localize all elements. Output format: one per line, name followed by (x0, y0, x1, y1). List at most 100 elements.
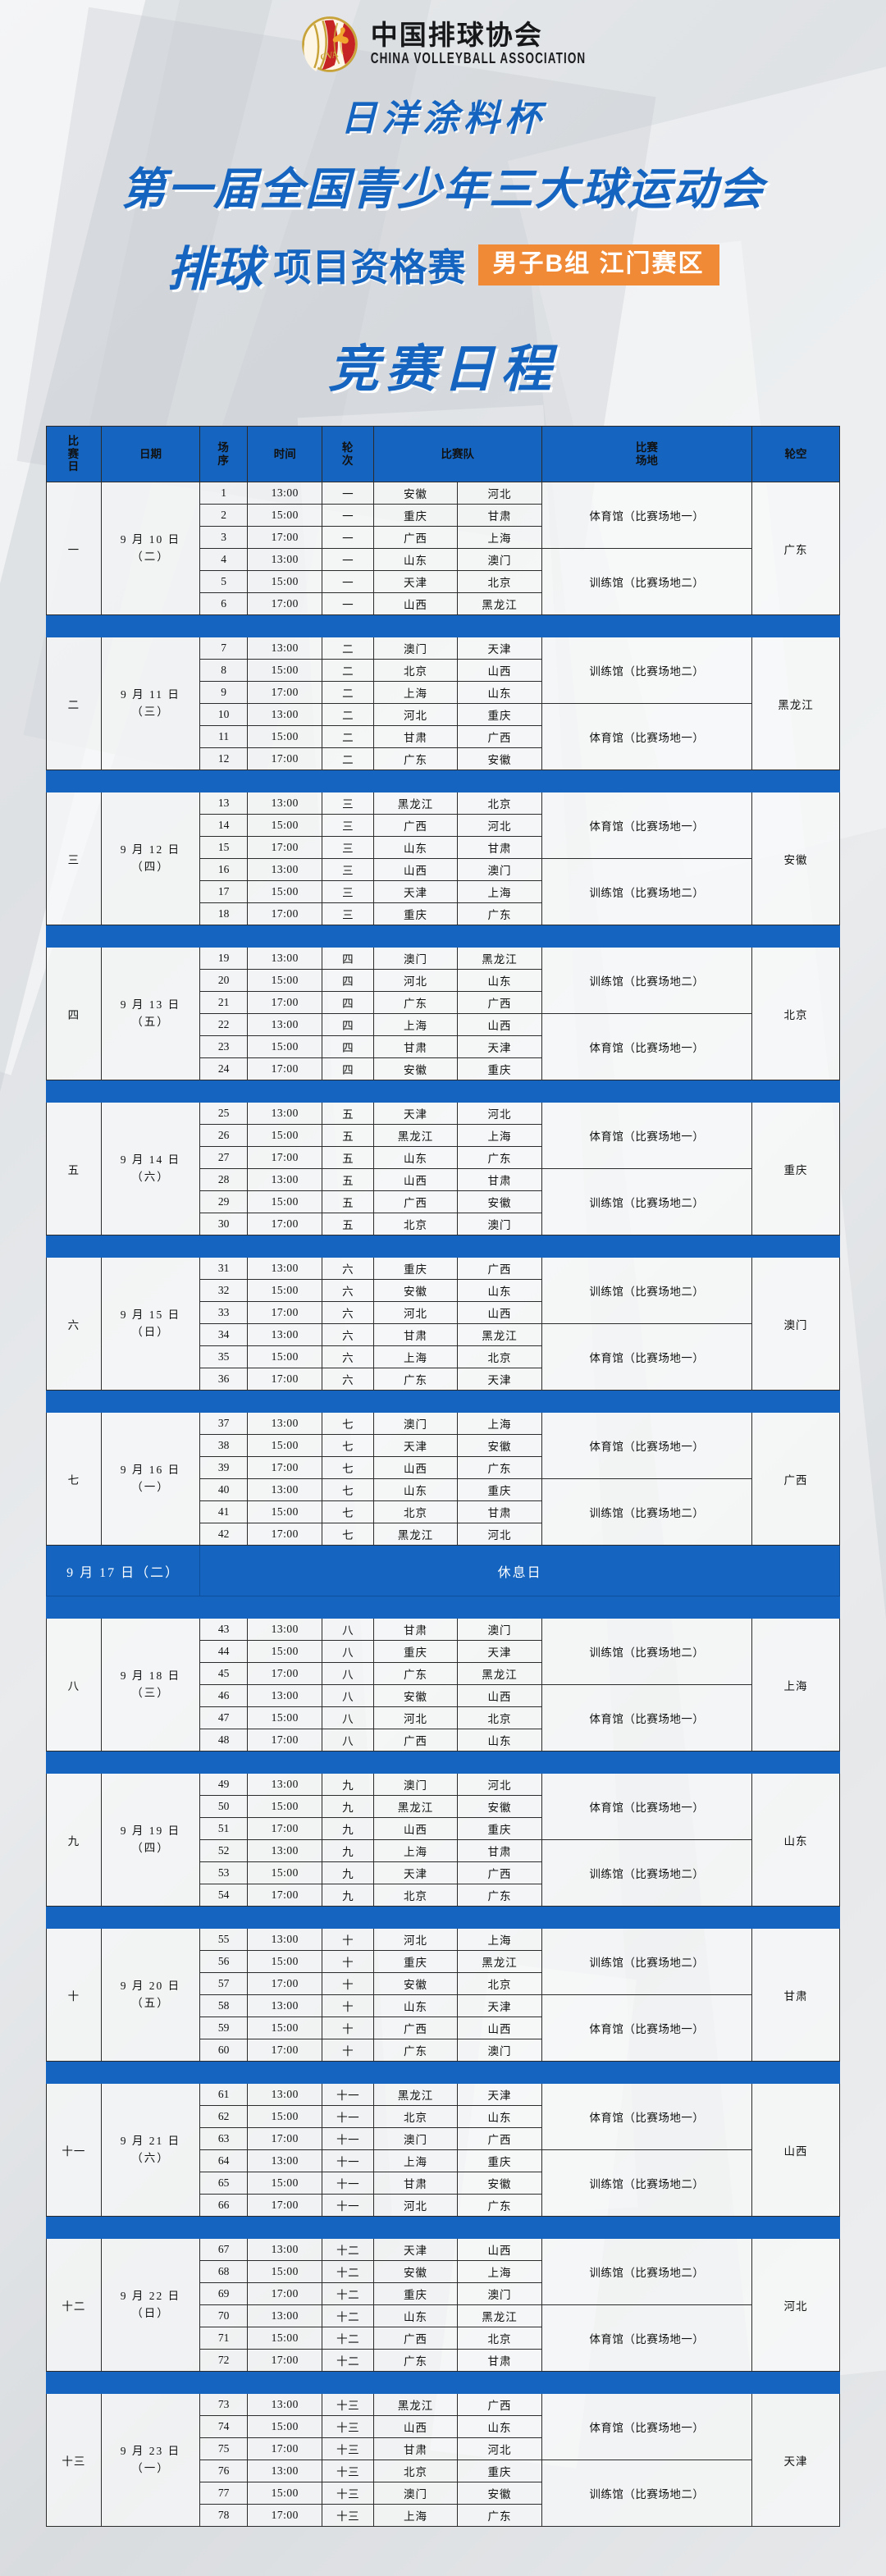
rest-day-date: 9 月 17 日（二） (45, 1545, 201, 1596)
team-away: 重庆 (457, 2149, 542, 2172)
day-separator-cell (46, 925, 840, 948)
team-away: 上海 (457, 1124, 542, 1147)
team-home: 天津 (372, 880, 459, 903)
team-away: 澳门 (457, 1618, 542, 1641)
match-day-number: 五 (46, 1102, 102, 1235)
sport-name-title: 排球 (167, 243, 263, 296)
match-round: 二 (322, 703, 374, 726)
match-number: 50 (199, 1795, 249, 1818)
match-time: 17:00 (247, 836, 323, 859)
match-date: 9 月 11 日 （三） (100, 637, 201, 770)
match-time: 13:00 (247, 2304, 323, 2327)
match-date-text: 9 月 19 日 (120, 1825, 181, 1838)
match-time: 17:00 (247, 681, 323, 704)
team-home: 重庆 (372, 1640, 459, 1663)
day-separator-cell (46, 2371, 840, 2394)
team-home: 广东 (372, 1662, 459, 1685)
match-time: 13:00 (247, 858, 323, 881)
match-round: 八 (322, 1618, 374, 1641)
association-name-en: CHINA VOLLEYBALL ASSOCIATION (370, 50, 587, 67)
team-away: 安徽 (457, 747, 542, 770)
match-time: 15:00 (247, 2105, 323, 2128)
match-round: 二 (322, 637, 374, 660)
match-venue: 体育馆（比赛场地一） (541, 482, 752, 549)
team-away: 黑龙江 (457, 1323, 542, 1346)
match-time: 17:00 (247, 1146, 323, 1169)
match-weekday-text: （一） (131, 2461, 170, 2474)
bye-team: 山东 (751, 1773, 841, 1907)
team-home: 广西 (372, 2016, 459, 2039)
match-number: 60 (199, 2039, 249, 2062)
team-away: 广西 (457, 2393, 542, 2416)
match-number: 59 (199, 2016, 249, 2039)
day-separator-cell (46, 770, 840, 792)
match-number: 71 (199, 2327, 249, 2350)
match-row: 58 13:00 十山东 天津 体育馆（比赛场地一） (47, 1994, 840, 2062)
team-home: 甘肃 (372, 725, 459, 748)
match-date-text: 9 月 14 日 (120, 1153, 181, 1167)
team-home: 安徽 (372, 1684, 459, 1707)
team-home: 重庆 (372, 2282, 459, 2305)
match-row: 十二 9 月 22 日（日） 67 13:00 十二 天津 山西 训练馆（比赛场地二） 河北 (46, 2238, 841, 2372)
match-number: 37 (199, 1412, 249, 1435)
match-venue: 体育馆（比赛场地一） (541, 1323, 752, 1391)
match-date-text: 9 月 16 日 (120, 1464, 181, 1477)
competition-schedule-table: 比赛日 日期 场序 时间 轮次 比赛队 比赛 场地 轮空 一 9 月 10 日 （二）… (45, 426, 841, 2527)
team-away: 北京 (457, 2327, 542, 2350)
match-number: 57 (199, 1972, 249, 1995)
team-home: 山西 (372, 1456, 459, 1479)
match-time: 13:00 (247, 947, 323, 970)
bye-team: 黑龙江 (751, 637, 841, 770)
match-weekday-text: （三） (131, 705, 170, 718)
bye-team: 重庆 (751, 1102, 841, 1235)
match-venue: 训练馆（比赛场地二） (541, 548, 752, 615)
team-home: 上海 (372, 2149, 459, 2172)
match-number: 30 (199, 1213, 249, 1235)
team-away: 天津 (457, 1368, 542, 1391)
match-number: 33 (199, 1301, 249, 1324)
team-away: 河北 (457, 1773, 542, 1796)
match-row: 70 13:00 十二 山东 黑龙江 体育馆（比赛场地一） (47, 2304, 840, 2372)
team-home: 澳门 (372, 1412, 459, 1435)
match-number: 32 (199, 1279, 249, 1302)
match-number: 76 (199, 2460, 249, 2482)
match-round: 十三 (322, 2393, 374, 2416)
match-time: 15:00 (247, 1950, 323, 1973)
match-time: 13:00 (247, 1994, 323, 2017)
match-round: 二 (322, 747, 374, 770)
team-home: 广西 (372, 526, 459, 549)
match-time: 13:00 (247, 2083, 323, 2106)
match-round: 九 (322, 1773, 374, 1796)
bye-team: 上海 (751, 1618, 841, 1752)
team-away: 甘肃 (457, 1839, 542, 1862)
match-time: 17:00 (247, 2039, 323, 2062)
match-venue: 训练馆（比赛场地二） (541, 2238, 752, 2305)
match-row: 26 15:00 五黑龙江 上海 (47, 1124, 840, 1147)
match-weekday-text: （日） (131, 1325, 170, 1338)
match-row: 65 15:00 十一 甘肃 安徽 (47, 2172, 840, 2195)
match-row: 50 15:00 九黑龙江 安徽 (47, 1795, 840, 1818)
team-home: 北京 (372, 1500, 459, 1523)
match-number: 72 (199, 2349, 249, 2372)
team-away: 广东 (457, 1456, 542, 1479)
team-home: 安徽 (372, 482, 459, 505)
team-home: 广东 (372, 747, 459, 770)
team-home: 甘肃 (372, 1035, 459, 1058)
match-round: 十一 (322, 2105, 374, 2128)
match-round: 五 (322, 1102, 374, 1125)
team-home: 澳门 (372, 2127, 459, 2150)
match-date: 9 月 22 日 （日） (100, 2238, 201, 2372)
match-row: 38 15:00 七天津 安徽 (47, 1434, 840, 1457)
team-away: 重庆 (457, 703, 542, 726)
match-round: 八 (322, 1729, 374, 1752)
team-home: 河北 (372, 1928, 459, 1951)
team-home: 天津 (372, 1861, 459, 1884)
match-venue: 训练馆（比赛场地二） (541, 1618, 752, 1685)
match-time: 13:00 (247, 1839, 323, 1862)
match-time: 17:00 (247, 2504, 323, 2527)
match-time: 17:00 (247, 2282, 323, 2305)
